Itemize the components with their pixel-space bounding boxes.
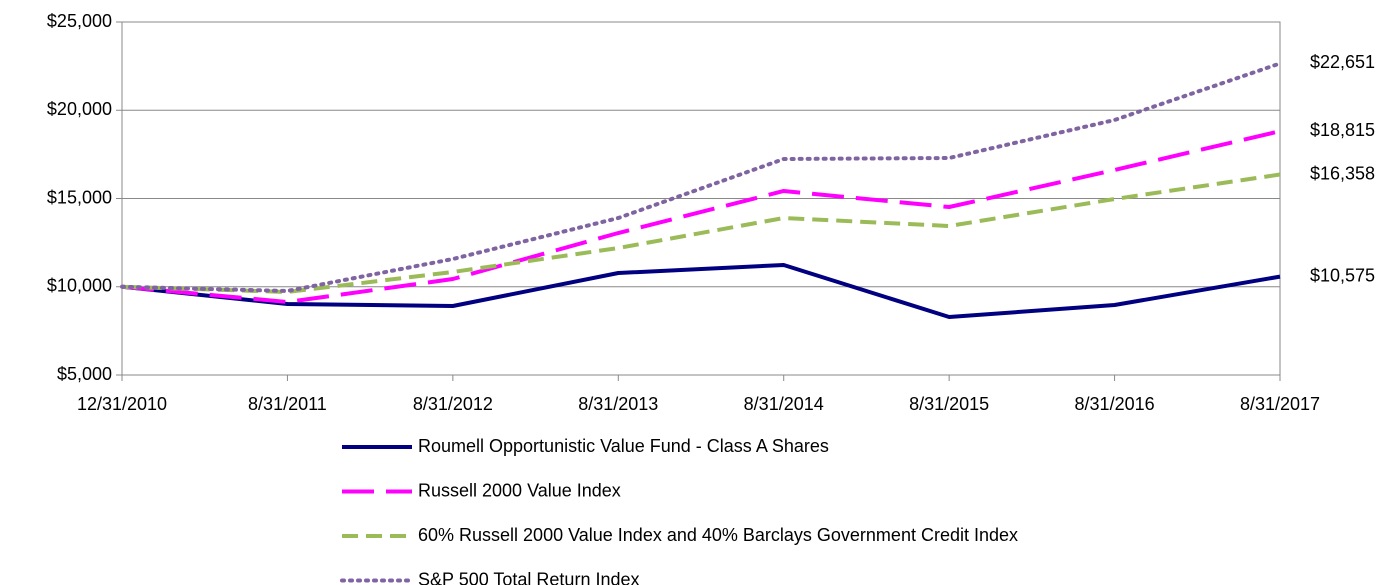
x-tick-label: 8/31/2015 [909,394,989,414]
legend-label: 60% Russell 2000 Value Index and 40% Bar… [418,525,1018,545]
legend-label: S&P 500 Total Return Index [418,569,639,585]
series-line [121,263,1281,320]
value-label: $16,358 [1310,163,1375,183]
value-label: $22,651 [1310,52,1375,72]
x-tick-label: 8/31/2017 [1240,394,1320,414]
series-line [121,172,1281,294]
value-label: $10,575 [1310,265,1375,285]
series-line [121,129,1281,304]
series-line [120,61,1282,294]
x-tick-label: 8/31/2012 [413,394,493,414]
y-tick-label: $10,000 [47,276,112,296]
x-tick-label: 8/31/2016 [1075,394,1155,414]
y-tick-label: $25,000 [47,11,112,31]
value-label: $18,815 [1310,120,1375,140]
x-tick-label: 8/31/2011 [248,394,327,414]
x-tick-label: 12/31/2010 [77,394,167,414]
y-tick-label: $20,000 [47,99,112,119]
legend-label: Roumell Opportunistic Value Fund - Class… [418,436,829,456]
x-tick-label: 8/31/2013 [578,394,658,414]
legend-label: Russell 2000 Value Index [418,480,621,500]
y-tick-label: $5,000 [57,364,112,384]
x-tick-label: 8/31/2014 [744,394,824,414]
y-tick-label: $15,000 [47,187,112,207]
